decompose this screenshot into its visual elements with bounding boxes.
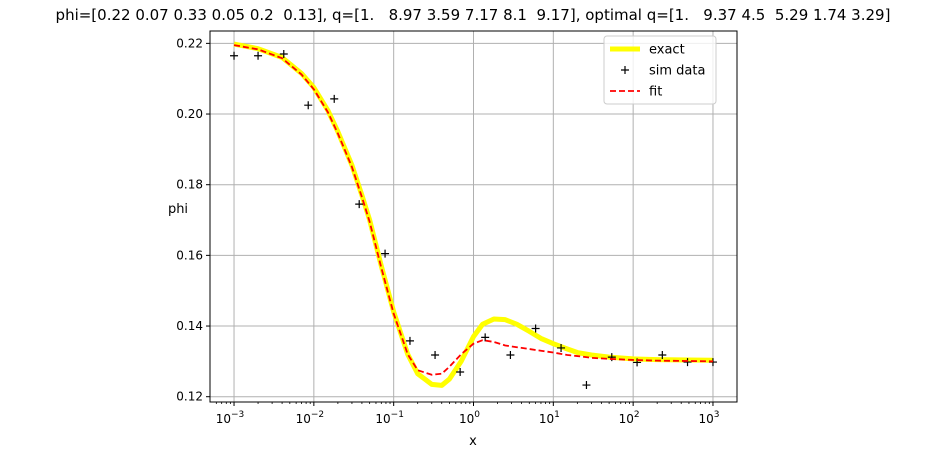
sim-data-point <box>304 101 313 110</box>
sim-data-point <box>531 324 540 333</box>
y-tick-label: 0.14 <box>176 319 203 333</box>
sim-data-point <box>506 351 515 360</box>
sim-data-point <box>683 358 692 367</box>
x-axis-label: x <box>469 434 477 449</box>
legend-label: sim data <box>649 64 705 79</box>
y-tick-label: 0.18 <box>176 178 203 192</box>
y-tick-label: 0.16 <box>176 248 203 262</box>
sim-data-point <box>230 51 239 60</box>
legend-marker-sim-data <box>621 66 629 74</box>
chart-title: phi=[0.22 0.07 0.33 0.05 0.2 0.13], q=[1… <box>56 6 891 24</box>
legend-label: exact <box>649 43 685 58</box>
sim-data-point <box>254 51 263 60</box>
fit-series-line <box>233 44 713 376</box>
sim-data-point <box>381 249 390 258</box>
legend-label: fit <box>649 85 662 100</box>
sim-data-point <box>557 343 566 352</box>
y-tick-label: 0.20 <box>176 107 203 121</box>
plot-area <box>230 41 717 390</box>
y-tick-label: 0.22 <box>176 36 203 50</box>
y-tick-label: 0.12 <box>176 390 203 404</box>
sim-data-point <box>456 367 465 376</box>
legend: exact sim data fit <box>603 35 717 105</box>
x-tick-label: 10−1 <box>375 410 404 426</box>
y-axis-ticks: 0.12 0.14 0.16 0.18 0.20 0.22 <box>176 36 210 404</box>
x-tick-label: 100 <box>459 410 480 426</box>
sim-data-point <box>405 336 414 345</box>
legend-box <box>603 35 717 105</box>
x-tick-label: 102 <box>619 410 640 426</box>
sim-data-point <box>481 333 490 342</box>
x-tick-label: 103 <box>698 410 719 426</box>
y-axis-label: phi <box>168 202 188 217</box>
sim-data-point <box>355 200 364 209</box>
x-tick-label: 10−3 <box>216 410 245 426</box>
sim-data-point <box>431 351 440 360</box>
sim-data-point <box>330 94 339 103</box>
x-axis-ticks: 10−3 10−2 10−1 100 101 102 103 <box>216 402 719 426</box>
x-tick-label: 101 <box>539 410 560 426</box>
sim-data-point <box>582 381 591 390</box>
sim-data-point <box>658 351 667 360</box>
x-tick-label: 10−2 <box>296 410 325 426</box>
sim-data-point <box>279 49 288 58</box>
